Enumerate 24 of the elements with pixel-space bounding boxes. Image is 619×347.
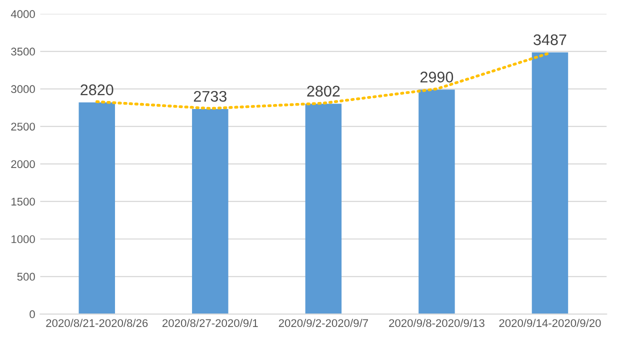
x-tick-label: 2020/9/8-2020/9/13 [389, 318, 484, 328]
data-label: 2733 [194, 90, 226, 102]
y-tick-label: 2500 [11, 122, 35, 131]
y-tick-label: 2000 [11, 160, 35, 168]
y-tick-label: 3000 [11, 85, 35, 94]
bar [532, 52, 568, 314]
data-label: 2802 [307, 86, 340, 97]
bar [192, 108, 228, 314]
x-tick-label: 2020/8/21-2020/8/26 [46, 318, 148, 328]
y-tick-label: 3500 [11, 48, 35, 56]
x-tick-label: 2020/9/14-2020/9/20 [499, 318, 601, 328]
bar [418, 90, 455, 314]
data-label: 3487 [534, 34, 566, 46]
data-label: 2820 [80, 84, 114, 96]
y-tick-label: 1500 [12, 198, 35, 206]
bar [305, 104, 342, 314]
y-tick-label: 500 [17, 272, 35, 281]
x-tick-label: 2020/9/2-2020/9/7 [278, 318, 368, 328]
y-tick-label: 1000 [12, 235, 35, 244]
data-label: 2990 [420, 72, 454, 82]
x-tick-label: 2020/8/27-2020/9/1 [162, 318, 258, 328]
bar [78, 102, 115, 314]
y-tick-label: 4000 [10, 10, 35, 18]
y-tick-label: 0 [30, 310, 35, 318]
